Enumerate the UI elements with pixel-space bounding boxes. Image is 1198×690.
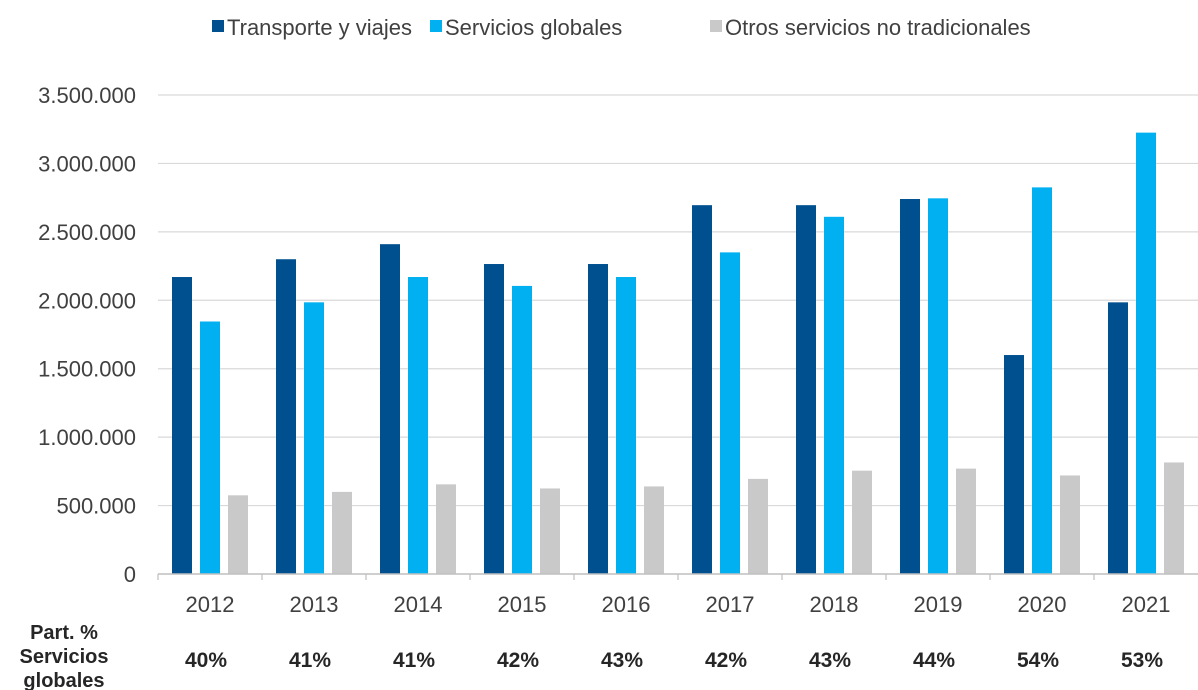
bar xyxy=(1164,462,1184,574)
bar xyxy=(616,277,636,574)
bar xyxy=(1032,187,1052,574)
bar xyxy=(796,205,816,575)
bar xyxy=(720,252,740,574)
share-row-label: Part. % xyxy=(30,622,98,644)
y-tick-label: 3.500.000 xyxy=(38,83,136,108)
y-axis-ticks: 0 500.000 1.000.000 1.500.000 2.000.000 2.500… xyxy=(38,83,136,587)
share-row-label: globales xyxy=(23,670,104,690)
bar xyxy=(692,205,712,575)
bar xyxy=(332,491,352,574)
share-value: 42% xyxy=(705,649,747,672)
x-tick-label: 2021 xyxy=(1122,592,1171,617)
legend-label: Otros servicios no tradicionales xyxy=(725,15,1031,40)
legend-label: Transporte y viajes xyxy=(227,15,412,40)
x-tick-label: 2017 xyxy=(706,592,755,617)
bar xyxy=(172,277,192,574)
y-tick-label: 2.000.000 xyxy=(38,288,136,313)
y-tick-label: 3.000.000 xyxy=(38,151,136,176)
share-value: 42% xyxy=(497,649,539,672)
bar xyxy=(540,488,560,574)
y-tick-label: 2.500.000 xyxy=(38,220,136,245)
x-tick-label: 2013 xyxy=(290,592,339,617)
legend-swatch xyxy=(430,20,442,32)
share-value: 53% xyxy=(1121,649,1163,672)
legend: Transporte y viajes Servicios globales Otr… xyxy=(212,15,1031,40)
y-tick-label: 1.000.000 xyxy=(38,425,136,450)
bar xyxy=(276,259,296,574)
bar xyxy=(304,302,324,574)
share-row-label: Servicios xyxy=(20,646,109,668)
share-value: 43% xyxy=(601,649,643,672)
x-tick-label: 2016 xyxy=(602,592,651,617)
bar xyxy=(928,198,948,574)
bar xyxy=(436,484,456,574)
bar xyxy=(1060,475,1080,574)
legend-label: Servicios globales xyxy=(445,15,622,40)
y-tick-label: 1.500.000 xyxy=(38,357,136,382)
bar xyxy=(852,470,872,574)
bars xyxy=(172,132,1184,575)
bar xyxy=(380,244,400,574)
bar xyxy=(1108,302,1128,574)
bar xyxy=(1004,355,1024,574)
x-tick-label: 2020 xyxy=(1018,592,1067,617)
x-tick-label: 2012 xyxy=(186,592,235,617)
y-tick-label: 500.000 xyxy=(56,494,136,519)
share-value: 43% xyxy=(809,649,851,672)
share-value: 40% xyxy=(185,649,227,672)
y-tick-label: 0 xyxy=(124,562,136,587)
share-value: 41% xyxy=(393,649,435,672)
x-tick-label: 2019 xyxy=(914,592,963,617)
bar xyxy=(228,495,248,574)
x-axis-ticks: 2012 2013 2014 2015 2016 2017 2018 2019 2020 2021 xyxy=(157,574,1171,617)
x-tick-label: 2015 xyxy=(498,592,547,617)
legend-swatch xyxy=(212,20,224,32)
bar xyxy=(588,264,608,574)
x-tick-label: 2014 xyxy=(394,592,443,617)
bar xyxy=(200,321,220,574)
share-value: 41% xyxy=(289,649,331,672)
bar xyxy=(748,478,768,574)
bar xyxy=(484,264,504,574)
bar xyxy=(824,216,844,574)
share-value: 44% xyxy=(913,649,955,672)
x-tick-label: 2018 xyxy=(810,592,859,617)
bar xyxy=(956,468,976,574)
bar xyxy=(1136,132,1156,574)
bar xyxy=(900,199,920,575)
gridlines xyxy=(158,94,1198,507)
legend-swatch xyxy=(710,20,722,32)
bar xyxy=(644,486,664,574)
bar xyxy=(512,285,532,574)
bar xyxy=(408,277,428,574)
share-value: 54% xyxy=(1017,649,1059,672)
